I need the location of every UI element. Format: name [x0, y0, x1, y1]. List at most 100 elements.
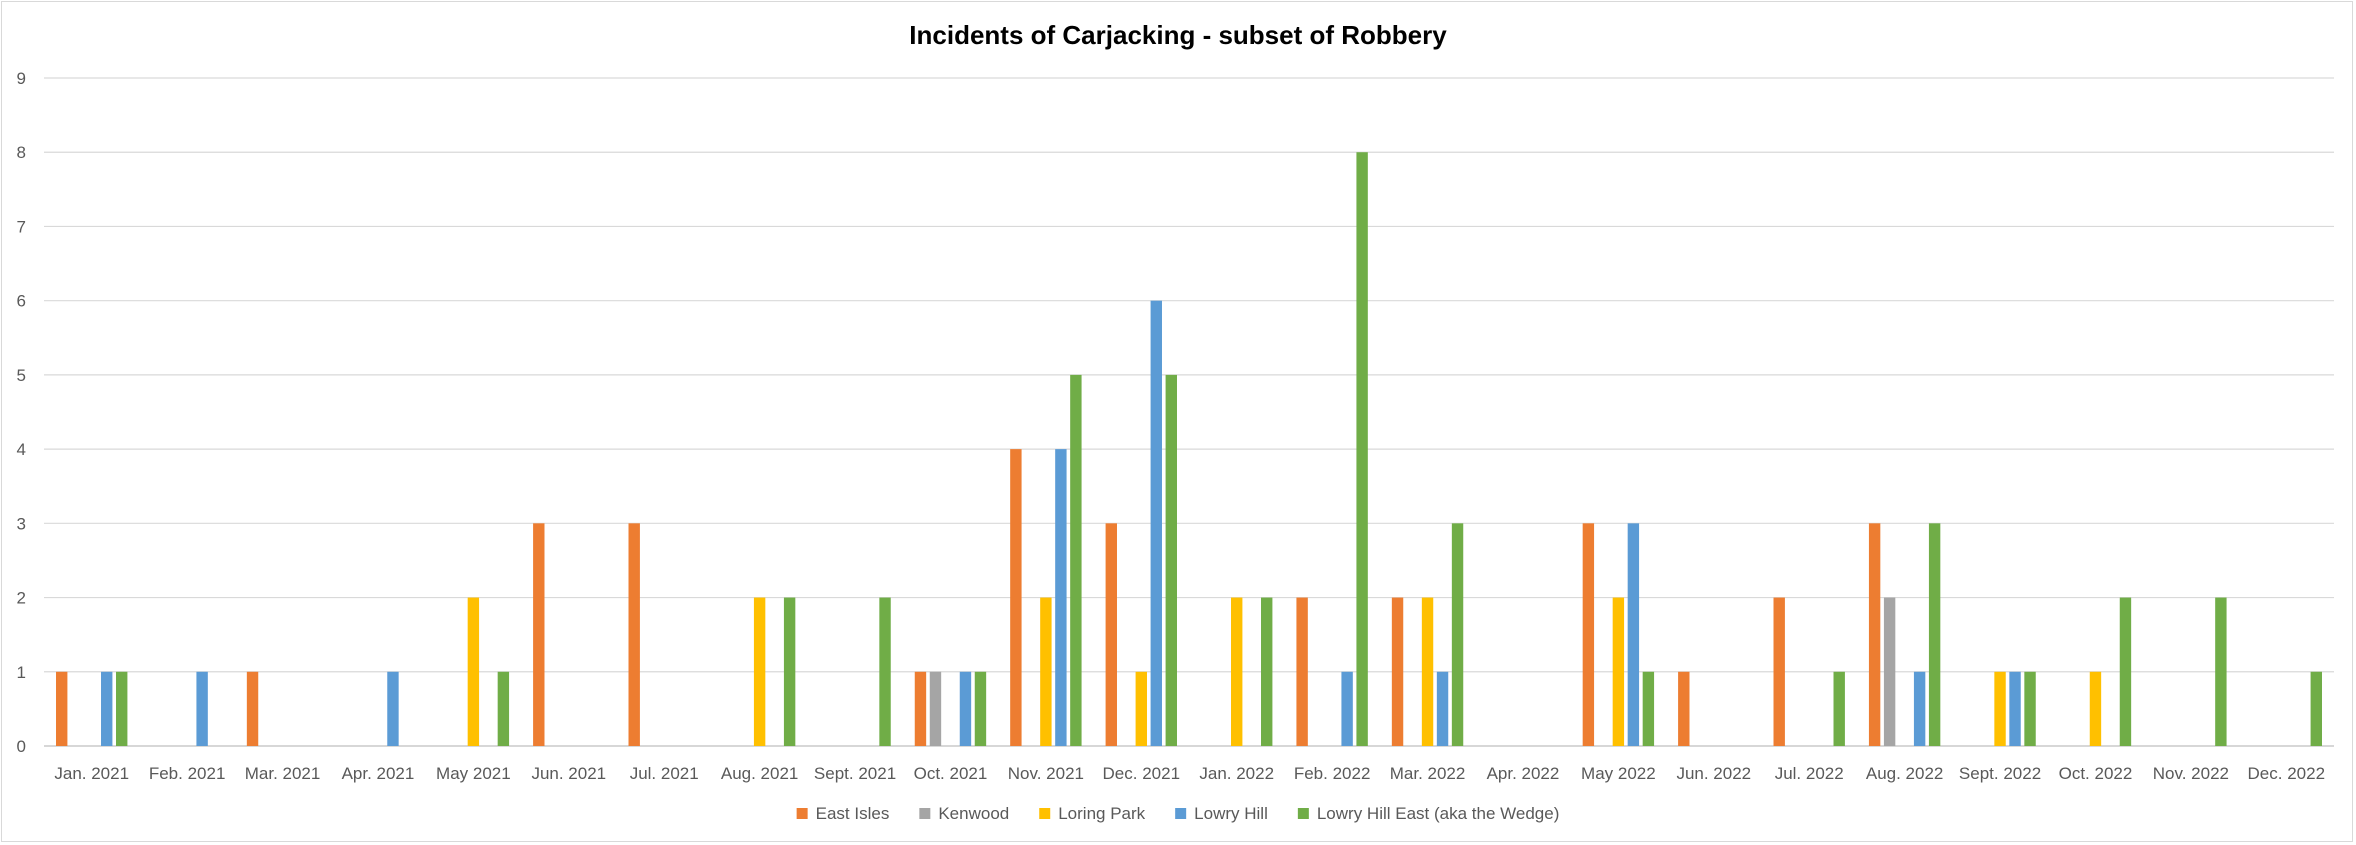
bar [2089, 671, 2102, 746]
bar [1928, 523, 1941, 746]
y-tick-label: 1 [17, 663, 26, 682]
bar [497, 671, 510, 746]
legend-swatch [796, 808, 808, 819]
y-tick-label: 2 [17, 589, 26, 608]
bar [1261, 597, 1273, 746]
x-tick-label: Mar. 2022 [1390, 764, 1466, 783]
x-tick-label: Jan. 2022 [1199, 764, 1274, 783]
y-axis-ticks: 0 1 2 3 4 5 6 7 8 9 [17, 69, 26, 756]
bar [1135, 671, 1147, 746]
x-axis-ticks: Jan. 2021 Feb. 2021 Mar. 2021 Apr. 2021 May … [54, 764, 2325, 783]
gridlines [44, 77, 2334, 747]
bar [1868, 523, 1881, 746]
y-tick-label: 0 [17, 737, 26, 756]
legend-label: Kenwood [938, 804, 1009, 823]
bar [1070, 374, 1082, 746]
bar [959, 671, 972, 746]
x-tick-label: Apr. 2022 [1487, 764, 1560, 783]
legend-label: East Isles [816, 804, 890, 823]
x-tick-label: Dec. 2022 [2248, 764, 2326, 783]
legend-swatch [1297, 808, 1309, 819]
bar [1165, 374, 1177, 746]
chart-title: Incidents of Carjacking - subset of Robb… [909, 20, 1447, 50]
x-tick-label: Nov. 2021 [1008, 764, 1084, 783]
bar [116, 671, 128, 746]
legend-label: Lowry Hill [1194, 804, 1268, 823]
x-tick-label: Sept. 2022 [1959, 764, 2041, 783]
x-tick-label: Jun. 2022 [1676, 764, 1751, 783]
bar [1421, 597, 1434, 746]
bar [1341, 671, 1353, 746]
bar [467, 597, 480, 746]
x-tick-label: Aug. 2022 [1866, 764, 1944, 783]
bars [56, 152, 2322, 746]
bar [246, 671, 259, 746]
bar [101, 671, 113, 746]
y-tick-label: 3 [17, 514, 26, 533]
bar [1773, 597, 1785, 746]
bar [783, 597, 796, 746]
legend-item: East Isles [796, 804, 890, 823]
x-tick-label: Feb. 2021 [149, 764, 226, 783]
y-tick-label: 7 [17, 217, 26, 236]
bar [387, 671, 399, 746]
bar [1627, 523, 1640, 746]
bar [1451, 523, 1464, 746]
bar [1833, 671, 1845, 746]
x-tick-label: Dec. 2021 [1103, 764, 1181, 783]
legend-label: Loring Park [1058, 804, 1145, 823]
x-tick-label: May 2022 [1581, 764, 1656, 783]
x-tick-label: Jul. 2022 [1775, 764, 1844, 783]
bar [1356, 152, 1368, 746]
bar [2119, 597, 2132, 746]
bar [628, 523, 640, 746]
bar [1296, 597, 1308, 746]
bar [1436, 671, 1449, 746]
x-tick-label: Apr. 2021 [342, 764, 415, 783]
legend-item: Kenwood [919, 804, 1009, 823]
bar [1055, 449, 1067, 746]
bar [196, 671, 208, 746]
legend-item: Lowry Hill East (aka the Wedge) [1297, 804, 1559, 823]
bar [2215, 597, 2227, 746]
legend-swatch [919, 808, 931, 819]
x-tick-label: Jun. 2021 [531, 764, 606, 783]
bar [1678, 671, 1690, 746]
x-tick-label: Jul. 2021 [630, 764, 699, 783]
legend-item: Loring Park [1039, 804, 1146, 823]
bar [974, 671, 987, 746]
bar [1994, 671, 2006, 746]
bar [929, 671, 942, 746]
y-tick-label: 5 [17, 366, 26, 385]
y-tick-label: 9 [17, 69, 26, 88]
x-tick-label: Oct. 2022 [2059, 764, 2133, 783]
y-tick-label: 8 [17, 143, 26, 162]
bar [1010, 449, 1022, 746]
bar [1105, 523, 1117, 746]
legend-swatch [1175, 808, 1187, 819]
x-tick-label: Jan. 2021 [54, 764, 129, 783]
y-tick-label: 4 [17, 440, 26, 459]
x-tick-label: Mar. 2021 [245, 764, 321, 783]
x-tick-label: Sept. 2021 [814, 764, 896, 783]
legend: East Isles Kenwood Loring Park Lowry Hill Lo… [796, 804, 1559, 823]
bar [1231, 597, 1243, 746]
bar [56, 671, 68, 746]
bar [879, 597, 891, 746]
bar [2009, 671, 2021, 746]
bar [1150, 300, 1162, 746]
bar [1642, 671, 1655, 746]
x-tick-label: Oct. 2021 [914, 764, 988, 783]
bar [2024, 671, 2036, 746]
bar [914, 671, 927, 746]
bar [1391, 597, 1404, 746]
x-tick-label: Nov. 2022 [2153, 764, 2229, 783]
bar [753, 597, 766, 746]
bar [2310, 671, 2322, 746]
y-tick-label: 6 [17, 292, 26, 311]
bar [1612, 597, 1625, 746]
bar [1883, 597, 1896, 746]
bar [1582, 523, 1595, 746]
bar [1040, 597, 1052, 746]
